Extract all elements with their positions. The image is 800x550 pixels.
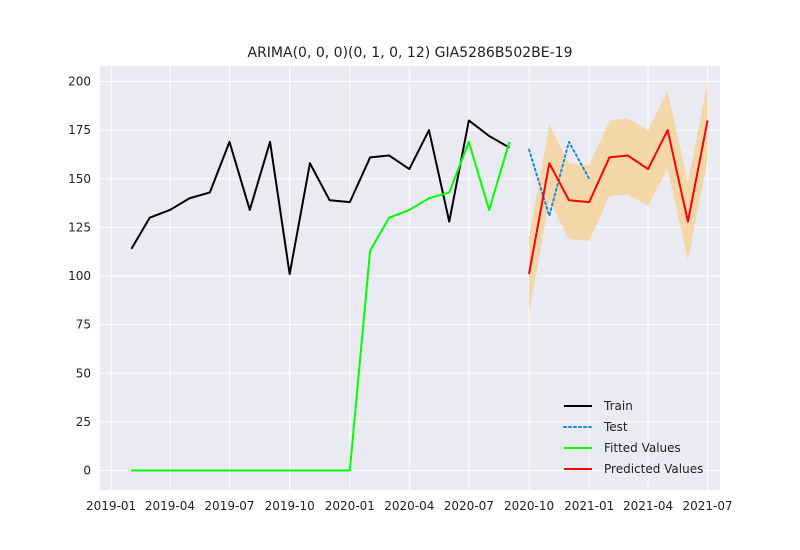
x-tick-label: 2021-07 [683, 499, 733, 513]
y-tick-label: 75 [76, 318, 91, 332]
y-tick-label: 50 [76, 366, 91, 380]
x-grid [110, 66, 709, 490]
test-line [528, 140, 591, 217]
x-tick-label: 2020-07 [444, 499, 494, 513]
legend-label-train: Train [603, 399, 633, 413]
y-tick-label: 200 [68, 75, 91, 89]
fitted-values-line [131, 140, 511, 472]
y-tick-label: 25 [76, 415, 91, 429]
x-tick-label: 2020-01 [325, 499, 375, 513]
legend-label-fitted-values: Fitted Values [604, 441, 681, 455]
predicted-values-line [528, 120, 709, 275]
x-tick-label: 2019-01 [86, 499, 136, 513]
legend-label-test: Test [603, 420, 628, 434]
chart-title: ARIMA(0, 0, 0)(0, 1, 0, 12) GIA5286B502B… [248, 45, 573, 61]
x-tick-label: 2019-07 [204, 499, 254, 513]
series-layer [130, 119, 709, 472]
x-tick-label: 2019-10 [265, 499, 315, 513]
x-tick-label: 2021-01 [564, 499, 614, 513]
y-tick-label: 125 [68, 220, 91, 234]
x-tick-label: 2020-10 [504, 499, 554, 513]
x-tick-label: 2020-04 [384, 499, 434, 513]
y-tick-label: 100 [68, 269, 91, 283]
y-tick-label: 150 [68, 172, 91, 186]
x-tick-labels: 2019-01 2019-04 2019-07 2019-10 2020-01 2020-… [86, 499, 733, 513]
x-tick-label: 2021-04 [623, 499, 673, 513]
y-tick-label: 0 [83, 464, 91, 478]
legend: Train Test Fitted Values Predicted Values [563, 399, 703, 476]
y-tick-label: 175 [68, 123, 91, 137]
train-line [130, 119, 510, 276]
y-tick-labels: 0 25 50 75 100 125 150 175 200 [68, 75, 91, 478]
legend-label-predicted-values: Predicted Values [604, 462, 703, 476]
x-tick-label: 2019-04 [145, 499, 195, 513]
